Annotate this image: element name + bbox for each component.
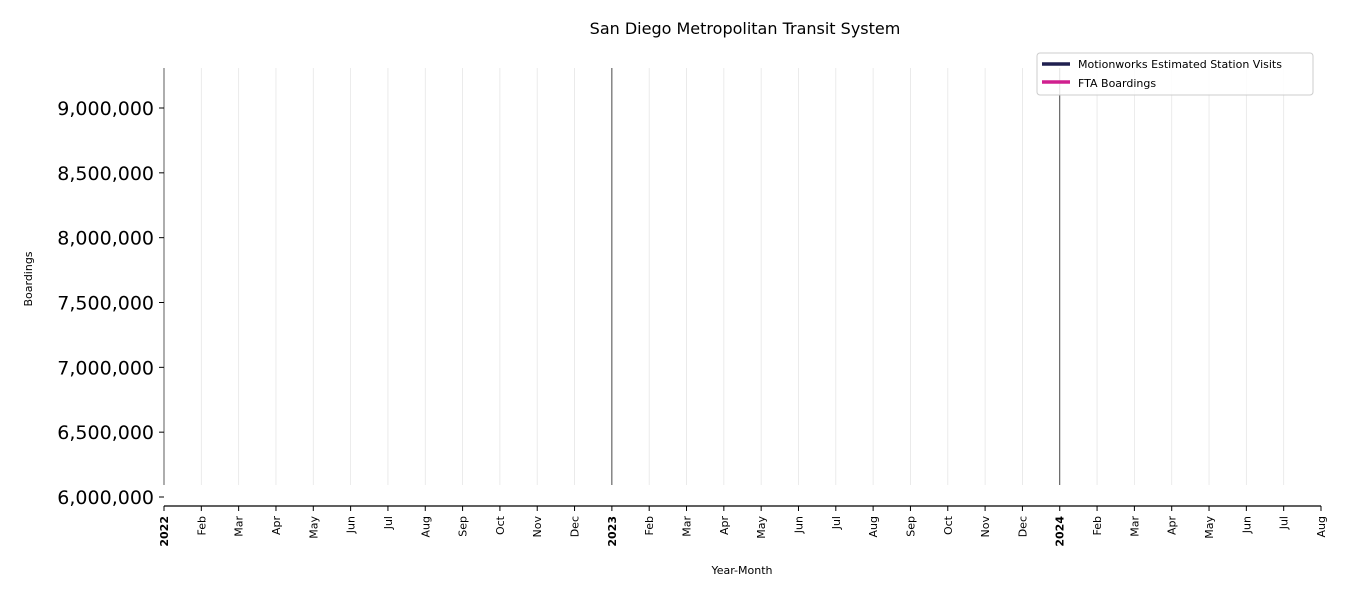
x-tick-label: Sep xyxy=(904,516,917,537)
y-tick-label: 7,000,000 xyxy=(57,357,154,379)
x-tick-label: Nov xyxy=(531,516,544,538)
x-axis-ticks: 2022 Feb Mar Apr May Jun Jul Aug Sep Oct Nov Dec 202… xyxy=(158,506,1328,547)
x-tick-label: Aug xyxy=(1315,516,1328,537)
x-tick-label: Feb xyxy=(1091,516,1104,535)
x-tick-label: May xyxy=(755,516,768,539)
y-tick-label: 8,000,000 xyxy=(57,228,154,250)
y-axis-ticks: 6,000,000 6,500,000 7,000,000 7,500,000 8,00… xyxy=(57,98,164,509)
x-tick-label: Jul xyxy=(830,516,843,530)
x-tick-label: Jun xyxy=(1240,516,1253,534)
x-tick-label: Mar xyxy=(681,516,694,537)
y-axis-label: Boardings xyxy=(22,251,35,306)
x-tick-label: Aug xyxy=(419,516,432,537)
x-tick-label: Feb xyxy=(195,516,208,535)
x-tick-label: 2024 xyxy=(1054,516,1067,547)
x-tick-label: Mar xyxy=(1128,516,1141,537)
x-tick-label: Jul xyxy=(1278,516,1291,530)
x-tick-label: Jun xyxy=(345,516,358,534)
x-tick-label: Feb xyxy=(643,516,656,535)
chart-title: San Diego Metropolitan Transit System xyxy=(590,19,901,38)
x-tick-label: Dec xyxy=(569,516,582,537)
y-tick-label: 6,500,000 xyxy=(57,422,154,444)
year-dividers xyxy=(611,68,1061,485)
x-tick-label: Apr xyxy=(718,516,731,536)
vertical-gridlines xyxy=(200,68,1285,485)
x-tick-label: Dec xyxy=(1016,516,1029,537)
legend-box xyxy=(1036,52,1314,96)
x-tick-label: 2022 xyxy=(158,516,171,547)
y-tick-label: 9,000,000 xyxy=(57,98,154,120)
x-tick-label: Nov xyxy=(979,516,992,538)
y-tick-label: 6,000,000 xyxy=(57,487,154,509)
x-tick-label: Jul xyxy=(382,516,395,530)
x-tick-label: May xyxy=(307,516,320,539)
legend-label-fta: FTA Boardings xyxy=(1078,77,1156,90)
legend: Motionworks Estimated Station Visits FTA… xyxy=(1036,52,1314,96)
x-tick-label: Oct xyxy=(942,515,955,535)
x-tick-label: May xyxy=(1203,516,1216,539)
x-tick-label: Apr xyxy=(1166,516,1179,536)
x-tick-label: Sep xyxy=(457,516,470,537)
x-axis-label: Year-Month xyxy=(710,564,772,577)
y-tick-label: 8,500,000 xyxy=(57,163,154,185)
y-tick-label: 7,500,000 xyxy=(57,293,154,315)
legend-label-motionworks: Motionworks Estimated Station Visits xyxy=(1078,58,1282,71)
x-tick-label: Aug xyxy=(867,516,880,537)
x-tick-label: Oct xyxy=(494,515,507,535)
x-tick-label: 2023 xyxy=(606,516,619,547)
x-tick-label: Jun xyxy=(792,516,805,534)
x-tick-label: Apr xyxy=(270,516,283,536)
x-tick-label: Mar xyxy=(233,516,246,537)
